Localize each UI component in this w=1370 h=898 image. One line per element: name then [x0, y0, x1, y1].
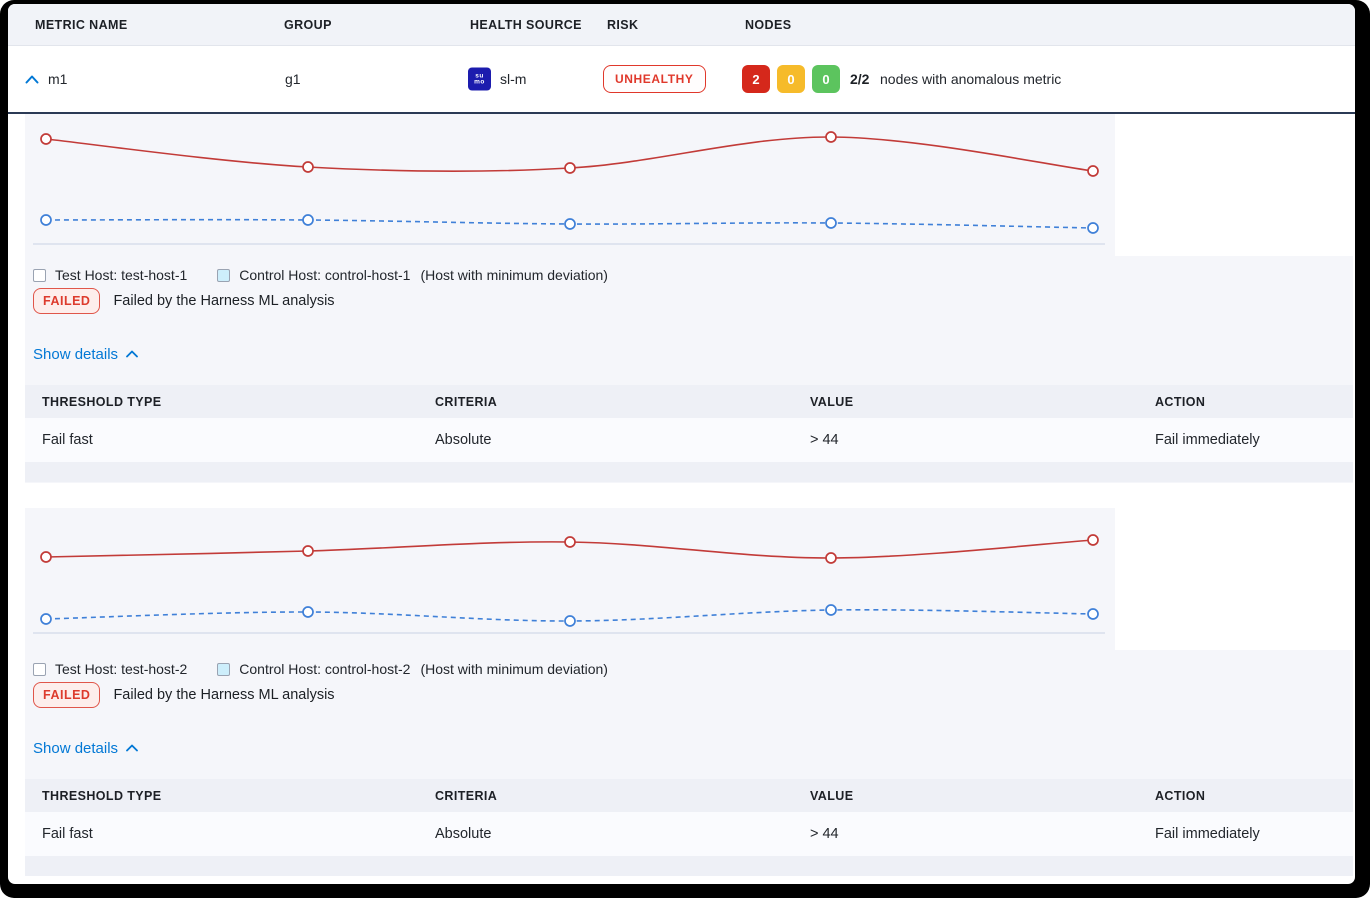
- header-health-source: HEALTH SOURCE: [470, 17, 582, 32]
- threshold-table-footer-stripe: [25, 856, 1353, 876]
- timeseries-chart-1: [25, 114, 1115, 257]
- legend-item-test-host[interactable]: Test Host: test-host-2: [33, 661, 187, 677]
- chart-legend: Test Host: test-host-1 Control Host: con…: [33, 267, 608, 283]
- legend-note: (Host with minimum deviation): [420, 267, 608, 283]
- control-host-swatch-icon: [217, 662, 231, 676]
- threshold-table-row: Fail fast Absolute > 44 Fail immediately: [25, 812, 1353, 857]
- show-details-link[interactable]: Show details: [33, 738, 138, 758]
- chart-legend: Test Host: test-host-2 Control Host: con…: [33, 661, 608, 677]
- page: METRIC NAME GROUP HEALTH SOURCE RISK NOD…: [8, 4, 1355, 884]
- test-host-swatch-icon: [33, 662, 46, 676]
- header-group: GROUP: [284, 17, 332, 32]
- host-analysis-section-1: Test Host: test-host-1 Control Host: con…: [25, 114, 1353, 483]
- analysis-status-row: FAILED Failed by the Harness ML analysis: [33, 680, 335, 710]
- sumo-logic-icon: su mo: [468, 67, 491, 91]
- warning-node-badge: 0: [777, 65, 805, 93]
- header-metric-name: METRIC NAME: [35, 17, 128, 32]
- healthy-node-badge: 0: [812, 65, 840, 93]
- node-count-badges: 2 0 0: [742, 65, 840, 93]
- host-analysis-section-2: Test Host: test-host-2 Control Host: con…: [25, 508, 1353, 876]
- collapse-chevron-icon[interactable]: [25, 72, 41, 86]
- header-risk: RISK: [607, 17, 639, 32]
- legend-item-test-host[interactable]: Test Host: test-host-1: [33, 267, 187, 283]
- metrics-table-header: METRIC NAME GROUP HEALTH SOURCE RISK NOD…: [8, 4, 1355, 46]
- header-nodes: NODES: [745, 17, 792, 32]
- analysis-status-text: Failed by the Harness ML analysis: [113, 293, 335, 309]
- group-value: g1: [285, 71, 301, 87]
- timeseries-chart-2: [25, 508, 1115, 651]
- control-host-swatch-icon: [217, 268, 231, 282]
- risk-badge: UNHEALTHY: [603, 65, 706, 93]
- failed-badge: FAILED: [33, 682, 101, 708]
- chevron-up-icon: [126, 350, 138, 358]
- analysis-status-row: FAILED Failed by the Harness ML analysis: [33, 286, 335, 316]
- chevron-up-icon: [126, 744, 138, 752]
- legend-item-control-host[interactable]: Control Host: control-host-2: [217, 661, 410, 677]
- threshold-table-row: Fail fast Absolute > 44 Fail immediately: [25, 418, 1353, 463]
- show-details-link[interactable]: Show details: [33, 344, 138, 364]
- metric-name-value: m1: [48, 71, 68, 87]
- nodes-ratio-label: nodes with anomalous metric: [880, 71, 1062, 87]
- failed-badge: FAILED: [33, 288, 101, 314]
- analysis-status-text: Failed by the Harness ML analysis: [113, 687, 335, 703]
- anomalous-node-badge: 2: [742, 65, 770, 93]
- nodes-ratio: 2/2: [850, 71, 870, 87]
- legend-note: (Host with minimum deviation): [420, 661, 608, 677]
- health-source-value: sl-m: [500, 71, 527, 87]
- metric-row: m1 g1 su mo sl-m UNHEALTHY 2 0 0 2/2 node…: [8, 46, 1355, 114]
- threshold-table-footer-stripe: [25, 462, 1353, 482]
- chart-empty-area: [1115, 508, 1353, 650]
- threshold-table-header: THRESHOLD TYPE CRITERIA VALUE ACTION: [25, 779, 1353, 813]
- test-host-swatch-icon: [33, 268, 46, 282]
- chart-empty-area: [1115, 114, 1353, 256]
- legend-item-control-host[interactable]: Control Host: control-host-1: [217, 267, 410, 283]
- threshold-table-header: THRESHOLD TYPE CRITERIA VALUE ACTION: [25, 385, 1353, 419]
